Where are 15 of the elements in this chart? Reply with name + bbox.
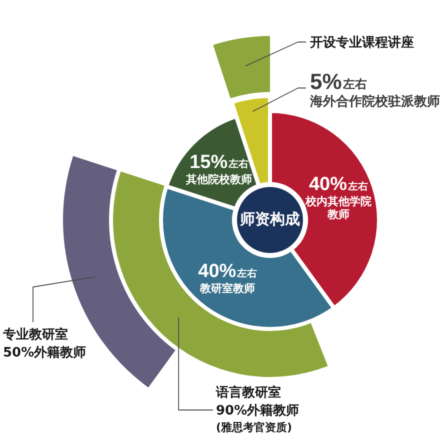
data-label: 5%左右 [310, 69, 367, 94]
data-label: 40%左右 [198, 260, 258, 282]
slice-label: 教研室教师 [199, 282, 256, 296]
slice-label: 其他院校教师 [185, 172, 252, 186]
text: 师资构成 [239, 210, 300, 228]
slice-label: 专业教研室 [2, 326, 68, 342]
slice-label: 开设专业课程讲座 [309, 34, 414, 50]
slice-label: 海外合作院校驻派教师 [309, 93, 440, 110]
slice-label: 语言教研室 [215, 384, 281, 400]
slice-label: 校内其他学院教师 [304, 195, 372, 222]
text: (雅思考官资质) [216, 420, 292, 434]
data-label: 15%左右 [190, 152, 249, 173]
data-label: 50%外籍教师 [3, 345, 86, 360]
data-label: 40%左右 [308, 174, 368, 195]
data-label: 90%外籍教师 [216, 403, 300, 418]
